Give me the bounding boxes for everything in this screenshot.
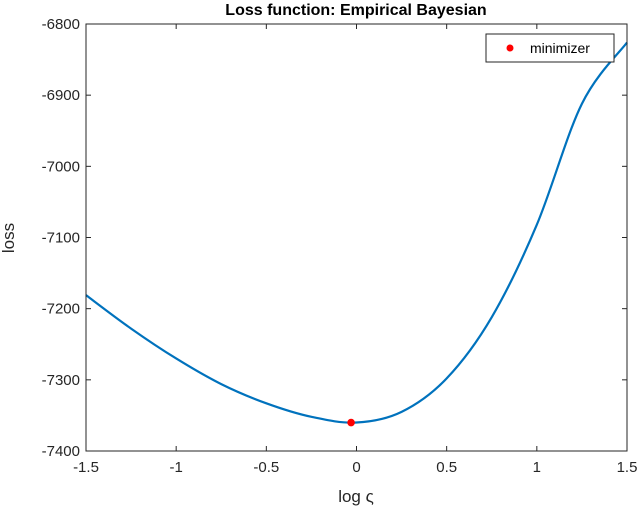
loss-curve-line [85, 41, 628, 424]
marker-group [347, 418, 355, 427]
x-tick-label: 1.5 [617, 459, 638, 476]
y-tick-label: -7400 [42, 443, 80, 460]
x-tick-label: -1.5 [73, 459, 99, 476]
legend-label-minimizer: minimizer [530, 40, 590, 56]
plot-area [86, 24, 627, 451]
y-tick-label: -7000 [42, 158, 80, 175]
x-tick-label: -1 [169, 459, 182, 476]
legend-marker [506, 44, 514, 52]
y-axis-title: loss [0, 223, 18, 253]
minimizer-point [347, 418, 355, 427]
chart-title: Loss function: Empirical Bayesian [225, 2, 486, 19]
series-group [85, 41, 628, 424]
y-tick-label: -6900 [42, 87, 80, 104]
x-tick-label: 1 [533, 459, 541, 476]
x-tick-label: 0 [352, 459, 360, 476]
x-axis-title: log ς [338, 487, 374, 506]
y-tick-label: -7300 [42, 372, 80, 389]
x-tick-label: 0.5 [436, 459, 457, 476]
y-tick-label: -7100 [42, 230, 80, 247]
x-tick-label: -0.5 [253, 459, 279, 476]
legend: minimizer [485, 33, 615, 63]
y-tick-label: -7200 [42, 301, 80, 318]
plot-frame [85, 23, 628, 452]
y-tick-label: -6800 [42, 16, 80, 33]
y-axis-ticks: -7400 -7300 -7200 -7100 -7000 -6900 -6800 [42, 16, 627, 460]
x-axis-ticks: -1.5 -1 -0.5 0 0.5 1 1.5 [73, 24, 637, 476]
